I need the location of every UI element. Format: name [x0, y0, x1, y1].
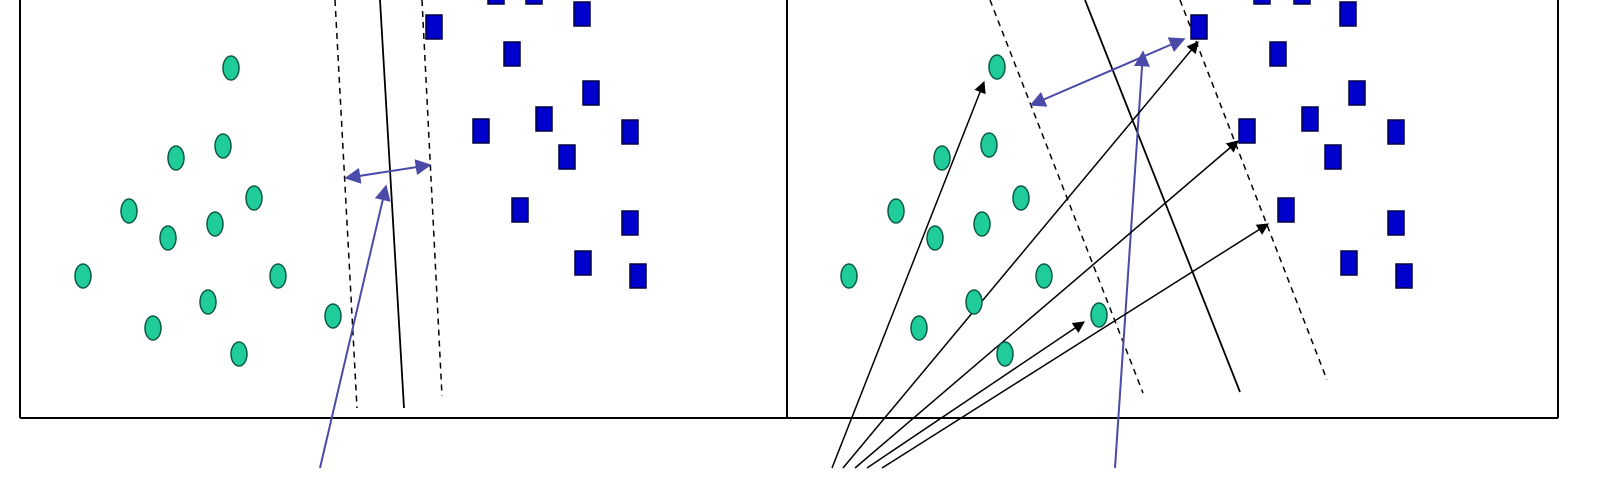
right-circle-point — [933, 145, 951, 171]
left-panel — [319, 0, 443, 469]
left-square-point — [511, 197, 529, 223]
left-margin-width-arrow — [344, 159, 432, 184]
support-vector-arrow — [854, 140, 1239, 469]
support-vector-arrow — [831, 80, 986, 469]
left-circle-point — [222, 55, 240, 81]
left-margin-pointer-arrow — [319, 184, 391, 469]
right-square-point — [1387, 210, 1405, 236]
right-square-point — [1324, 144, 1342, 170]
right-square-point — [1301, 106, 1319, 132]
right-circle-point — [1090, 302, 1108, 328]
right-circle-point — [988, 54, 1006, 80]
right-circle-point — [973, 211, 991, 237]
left-circle-point — [120, 198, 138, 224]
left-square-point — [574, 250, 592, 276]
left-circle-point — [199, 289, 217, 315]
left-square-point — [472, 118, 490, 144]
right-square-point — [1190, 14, 1208, 40]
left-circle-point — [74, 263, 92, 289]
right-circle-point — [1012, 185, 1030, 211]
right-square-point — [1293, 0, 1311, 5]
right-margin-boundary-2 — [1179, 0, 1328, 381]
right-circle-point — [910, 315, 928, 341]
left-square-point — [525, 0, 543, 5]
left-circle-point — [206, 211, 224, 237]
right-square-point — [1277, 197, 1295, 223]
left-square-point — [621, 119, 639, 145]
data-points — [74, 0, 1413, 367]
support-vector-arrow — [866, 321, 1085, 469]
left-square-point — [487, 0, 505, 5]
right-panel — [831, 0, 1328, 469]
right-square-point — [1269, 41, 1287, 67]
left-square-point — [629, 263, 647, 289]
right-margin-width-arrow — [1029, 37, 1186, 107]
right-square-point — [1238, 118, 1256, 144]
right-circle-point — [926, 225, 944, 251]
left-square-point — [621, 210, 639, 236]
left-decision-boundary — [379, 0, 405, 409]
left-circle-point — [167, 145, 185, 171]
right-square-point — [1387, 119, 1405, 145]
left-margin-boundary-2 — [421, 0, 443, 397]
left-circle-point — [269, 263, 287, 289]
support-vector-arrow — [881, 223, 1270, 469]
right-circle-point — [980, 132, 998, 158]
right-square-point — [1395, 263, 1413, 289]
right-margin-pointer-arrow — [1114, 50, 1151, 469]
left-square-point — [558, 144, 576, 170]
right-square-point — [1348, 80, 1366, 106]
support-vector-arrows — [831, 41, 1270, 469]
right-circle-point — [840, 263, 858, 289]
left-square-point — [503, 41, 521, 67]
right-circle-point — [965, 289, 983, 315]
left-square-point — [573, 1, 591, 27]
support-vector-arrow — [842, 41, 1199, 469]
left-square-point — [535, 106, 553, 132]
left-circle-point — [230, 341, 248, 367]
left-square-point — [425, 14, 443, 40]
panel-frames — [19, 0, 1559, 419]
left-square-point — [582, 80, 600, 106]
left-circle-point — [245, 185, 263, 211]
right-square-point — [1253, 0, 1271, 5]
right-circle-point — [887, 198, 905, 224]
left-circle-point — [159, 225, 177, 251]
right-decision-boundary — [1084, 0, 1241, 393]
right-square-point — [1340, 250, 1358, 276]
left-circle-point — [324, 303, 342, 329]
right-margin-boundary-1 — [989, 0, 1144, 394]
right-circle-point — [1035, 263, 1053, 289]
left-circle-point — [214, 133, 232, 159]
right-square-point — [1339, 1, 1357, 27]
right-circle-point — [996, 341, 1014, 367]
left-circle-point — [144, 315, 162, 341]
left-margin-boundary-1 — [334, 0, 358, 409]
